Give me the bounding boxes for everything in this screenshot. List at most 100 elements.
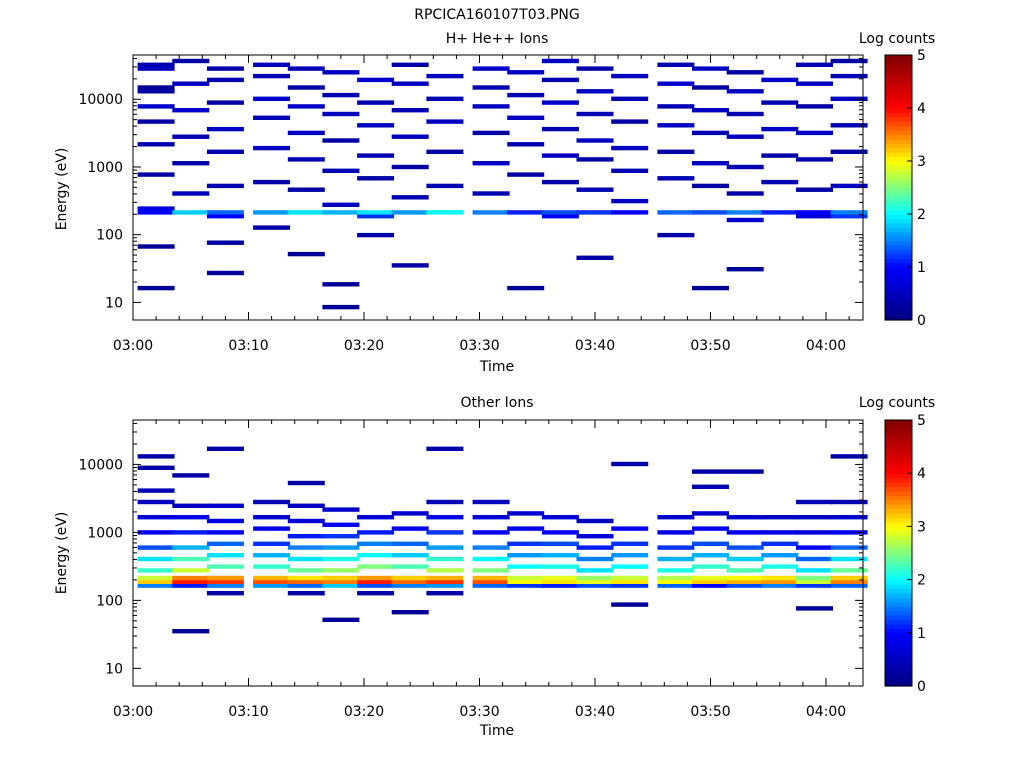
heatmap-cell	[206, 541, 244, 546]
heatmap-cell	[253, 225, 291, 230]
heatmap-cell	[830, 96, 868, 101]
colorbar-swatch	[885, 659, 912, 665]
colorbar-tick-label: 3	[917, 519, 926, 535]
colorbar-swatch	[885, 81, 912, 87]
y-tick-label: 10	[105, 661, 123, 677]
colorbar-swatch	[885, 218, 912, 224]
heatmap-cell	[206, 126, 244, 132]
heatmap-cell	[576, 187, 614, 192]
heatmap-cell	[657, 575, 695, 581]
heatmap-cell	[541, 210, 579, 215]
heatmap-cell	[611, 564, 649, 569]
heatmap-cell	[507, 70, 545, 75]
heatmap-cell	[253, 526, 291, 531]
x-tick-label: 03:10	[228, 338, 268, 354]
colorbar-swatch	[885, 85, 912, 91]
colorbar-swatch	[885, 561, 912, 567]
heatmap-cell	[507, 115, 545, 120]
heatmap-cell	[206, 240, 244, 245]
heatmap-cell	[287, 579, 325, 584]
heatmap-cell	[761, 579, 799, 584]
heatmap-cell	[726, 545, 764, 550]
heatmap-cell	[507, 541, 545, 546]
colorbar-swatch	[885, 632, 912, 638]
heatmap-cell	[472, 583, 510, 588]
heatmap-cell	[391, 62, 429, 67]
heatmap-cell	[830, 556, 868, 562]
colorbar-swatch	[885, 654, 912, 660]
colorbar-swatch	[885, 222, 912, 228]
heatmap-cell	[357, 232, 395, 238]
heatmap-cell	[172, 515, 210, 520]
heatmap-cell	[357, 591, 395, 596]
heatmap-cell	[796, 530, 833, 535]
colorbar-swatch	[885, 597, 912, 603]
x-tick-label: 03:30	[459, 704, 499, 720]
heatmap-cell	[657, 62, 695, 67]
heatmap-cell	[426, 530, 464, 535]
colorbar-frame	[884, 419, 913, 687]
colorbar-swatch	[885, 615, 912, 621]
heatmap-cell	[172, 530, 210, 535]
heatmap-cell	[541, 583, 579, 588]
y-axis-label: Energy (eV)	[54, 148, 70, 231]
heatmap-cell	[541, 530, 579, 535]
heatmap-cell	[426, 515, 464, 520]
heatmap-cell	[796, 606, 833, 611]
heatmap-cell	[472, 104, 510, 109]
heatmap-cell	[391, 583, 429, 588]
heatmap-cell	[611, 168, 649, 173]
heatmap-cell	[172, 58, 210, 64]
heatmap-cell	[472, 191, 510, 196]
heatmap-cell	[206, 518, 244, 524]
heatmap-cell	[576, 556, 614, 562]
colorbar-swatch	[885, 588, 912, 594]
colorbar-swatch	[885, 553, 912, 559]
heatmap-cell	[576, 568, 614, 573]
heatmap-cell	[507, 92, 545, 98]
heatmap-cell	[657, 104, 695, 109]
colorbar-swatch	[885, 68, 912, 74]
x-tick-label: 03:50	[690, 338, 730, 354]
heatmap-cell	[796, 583, 833, 588]
colorbar: 0 1 2 3 4 5	[884, 48, 926, 329]
colorbar-swatch	[885, 420, 912, 426]
heatmap-cell	[472, 545, 510, 550]
heatmap-cell	[322, 70, 360, 75]
heatmap-cell	[137, 454, 175, 459]
heatmap-cell	[726, 530, 764, 535]
y-tick-label: 10000	[78, 457, 123, 473]
x-tick-label: 03:20	[344, 704, 384, 720]
heatmap-cell	[287, 66, 325, 71]
colorbar-swatch	[885, 191, 912, 197]
heatmap-cell	[137, 85, 175, 90]
heatmap-cell	[541, 58, 579, 64]
heatmap-cell	[830, 583, 868, 588]
colorbar-tick-label: 1	[917, 260, 926, 276]
heatmap-cell	[611, 73, 649, 79]
heatmap-cell	[137, 556, 175, 562]
heatmap-cell	[692, 553, 729, 558]
colorbar-swatch	[885, 130, 912, 136]
colorbar-swatch	[885, 424, 912, 430]
colorbar-swatch	[885, 668, 912, 674]
heatmap-cell	[426, 575, 464, 581]
heatmap-cell	[357, 515, 395, 520]
heatmap-cell	[391, 164, 429, 170]
heatmap-cell	[692, 183, 729, 189]
heatmap-cell	[322, 534, 360, 539]
heatmap-cell	[507, 583, 545, 588]
colorbar-swatch	[885, 315, 912, 321]
x-axis-label: Time	[479, 359, 514, 375]
colorbar-swatch	[885, 284, 912, 290]
heatmap-cell	[761, 564, 799, 569]
heatmap-cell	[253, 499, 291, 505]
heatmap-cell	[391, 553, 429, 558]
heatmap-cell	[830, 210, 868, 215]
colorbar-frame	[884, 54, 913, 321]
colorbar-swatch	[885, 477, 912, 483]
colorbar-swatch	[885, 77, 912, 83]
heatmap-cell	[391, 575, 429, 581]
heatmap-cell	[507, 142, 545, 147]
colorbar-swatch	[885, 646, 912, 652]
